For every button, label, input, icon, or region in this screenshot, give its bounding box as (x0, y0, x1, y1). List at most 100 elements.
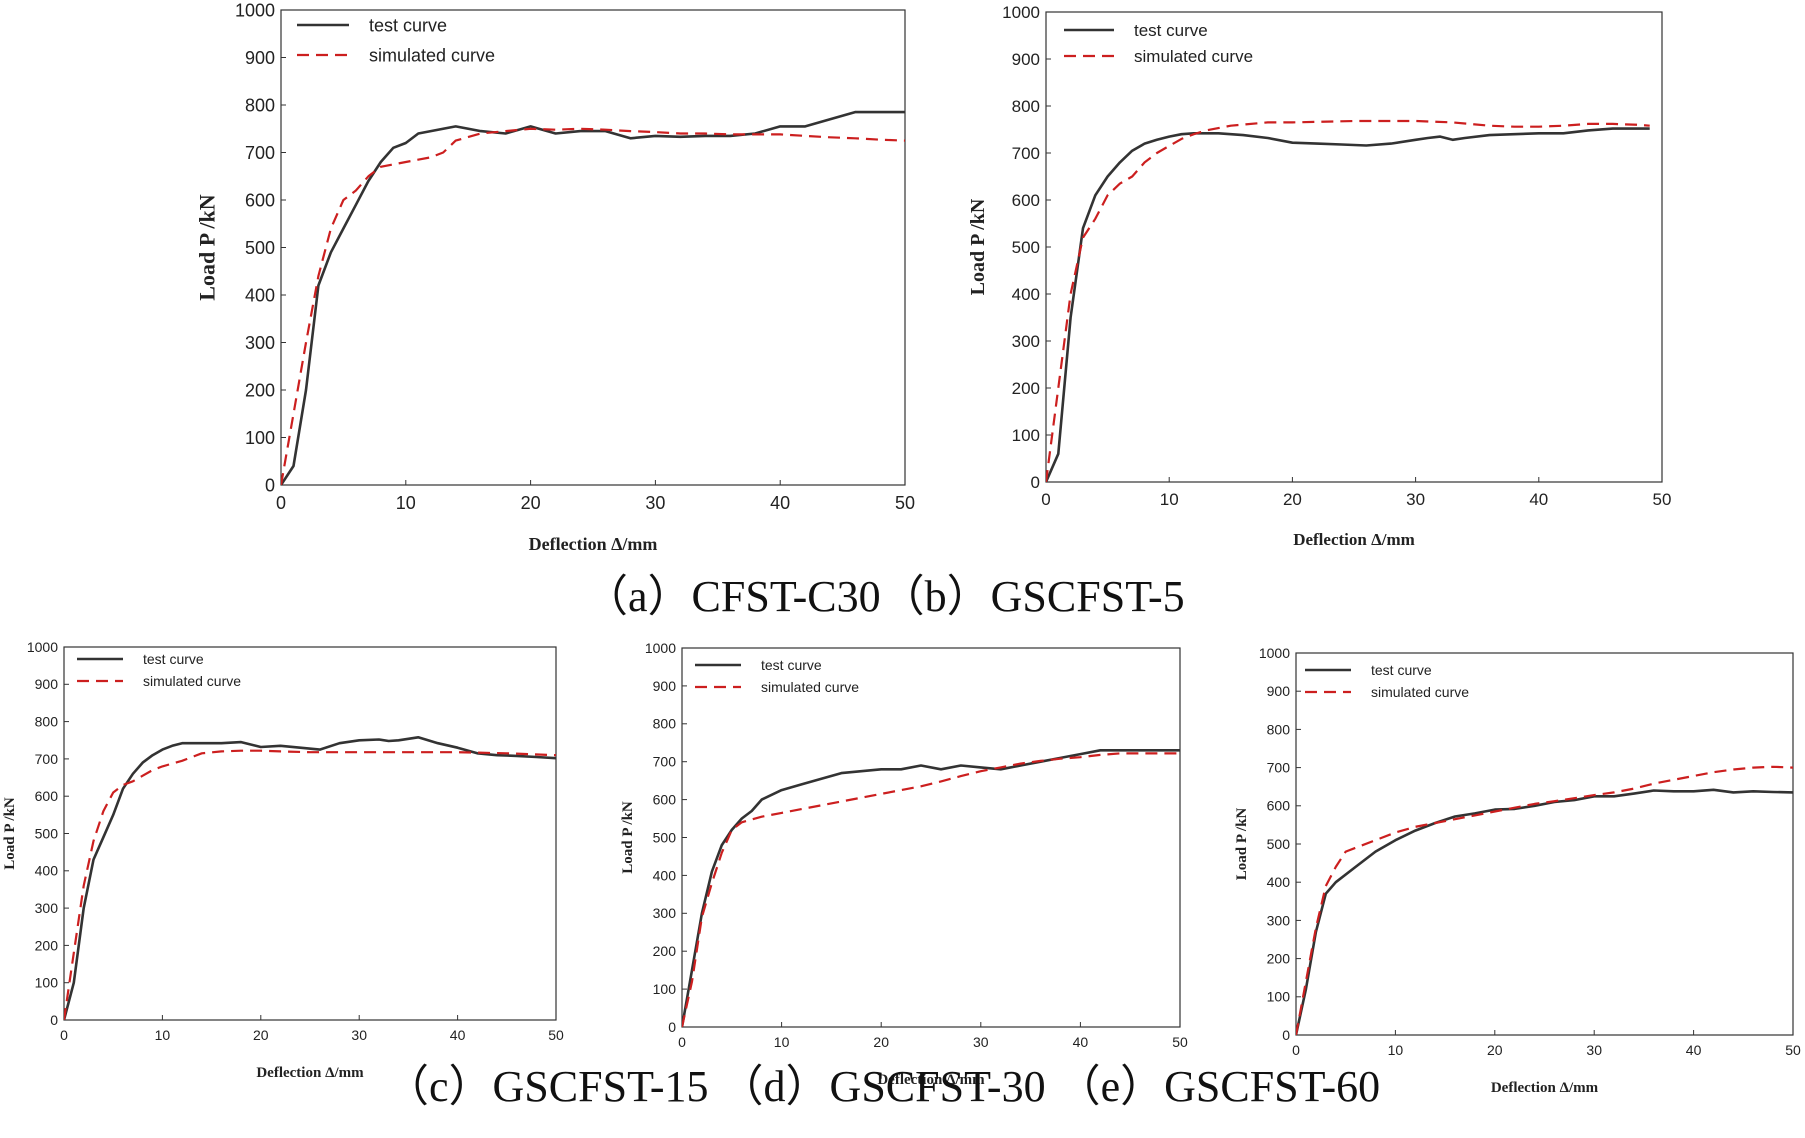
y-tick-label: 0 (668, 1019, 676, 1035)
y-tick-label: 300 (653, 905, 677, 921)
y-tick-label: 100 (653, 981, 677, 997)
y-tick-label: 1000 (645, 640, 676, 656)
y-tick-label: 0 (1031, 473, 1040, 492)
chart-a: 0 100 200 300 400 500 600 700 800 900 1000 0 10 20 30 4… (194, 0, 915, 554)
test-curve-line (682, 748, 1180, 1027)
x-tick-label: 50 (895, 493, 915, 513)
legend-label: test curve (761, 657, 822, 673)
chart-c: 0 100 200 300 400 500 600 700 800 900 1000 0 10 20 30 4… (2, 639, 564, 1081)
y-tick-label: 400 (1267, 874, 1291, 890)
legend-label: test curve (143, 651, 204, 667)
y-tick-label: 200 (1267, 951, 1291, 967)
test-curve-line (1296, 788, 1793, 1035)
x-tick-label: 10 (774, 1034, 790, 1050)
test-curve-line (1046, 127, 1650, 482)
y-tick-label: 200 (1012, 379, 1040, 398)
x-tick-label: 0 (678, 1034, 686, 1050)
y-tick-label: 800 (245, 95, 275, 115)
y-tick-label: 300 (1267, 912, 1291, 928)
caption-bottom: （c）GSCFST-15 （d）GSCFST-30 （e）GSCFST-60 (385, 1062, 1381, 1111)
x-axis-label: Deflection Δ/mm (529, 534, 658, 554)
y-tick-label: 500 (245, 238, 275, 258)
y-tick-label: 500 (35, 825, 59, 841)
x-tick-label: 10 (155, 1027, 171, 1043)
y-tick-label: 200 (653, 943, 677, 959)
legend-label: simulated curve (143, 673, 241, 689)
y-tick-label: 900 (1267, 683, 1291, 699)
y-tick-label: 1000 (1002, 3, 1040, 22)
y-tick-label: 200 (35, 937, 59, 953)
legend-label: simulated curve (761, 679, 859, 695)
legend-label: simulated curve (1371, 684, 1469, 700)
chart-d: 0 100 200 300 400 500 600 700 800 900 1000 0 10 20 30 4… (620, 640, 1188, 1088)
y-tick-label: 100 (35, 975, 59, 991)
x-tick-label: 30 (1406, 490, 1425, 509)
y-tick-label: 800 (35, 714, 59, 730)
test-curve-line (281, 110, 905, 485)
y-tick-label: 0 (265, 475, 275, 495)
x-axis-label: Deflection Δ/mm (877, 1072, 985, 1088)
legend-label: simulated curve (1134, 47, 1253, 66)
y-tick-label: 600 (653, 792, 677, 808)
y-tick-label: 400 (35, 863, 59, 879)
y-tick-label: 800 (1012, 97, 1040, 116)
y-axis-label: Load P /kN (2, 797, 18, 870)
y-tick-label: 300 (35, 900, 59, 916)
y-tick-label: 500 (653, 829, 677, 845)
y-axis-label: Load P /kN (194, 194, 219, 300)
x-tick-label: 40 (1073, 1034, 1089, 1050)
x-tick-label: 20 (253, 1027, 269, 1043)
y-tick-label: 0 (50, 1012, 58, 1028)
y-tick-label: 400 (245, 285, 275, 305)
chart-e: 0 100 200 300 400 500 600 700 800 900 1000 0 10 20 30 4… (1234, 645, 1801, 1096)
x-tick-label: 0 (1041, 490, 1050, 509)
x-tick-label: 50 (548, 1027, 564, 1043)
simulated-curve-line (682, 752, 1180, 1027)
x-tick-label: 10 (396, 493, 416, 513)
x-tick-label: 40 (1529, 490, 1548, 509)
test-curve-line (64, 735, 556, 1020)
y-tick-label: 100 (1012, 426, 1040, 445)
x-tick-label: 20 (873, 1034, 889, 1050)
y-tick-label: 600 (1267, 798, 1291, 814)
y-tick-label: 900 (245, 48, 275, 68)
caption-top: （a）CFST-C30（b）GSCFST-5 (584, 572, 1185, 621)
y-tick-label: 700 (1267, 760, 1291, 776)
x-axis-label: Deflection Δ/mm (256, 1065, 364, 1081)
x-tick-label: 0 (1292, 1042, 1300, 1058)
x-tick-label: 50 (1653, 490, 1672, 509)
x-tick-label: 30 (645, 493, 665, 513)
legend-label: test curve (1134, 21, 1208, 40)
simulated-curve-line (1046, 119, 1650, 482)
plot-frame (1045, 11, 1663, 483)
x-tick-label: 40 (770, 493, 790, 513)
y-axis-label: Load P /kN (1234, 808, 1250, 881)
x-tick-label: 30 (351, 1027, 367, 1043)
plot-frame (681, 647, 1181, 1028)
y-tick-label: 1000 (27, 639, 58, 655)
x-tick-label: 20 (1283, 490, 1302, 509)
y-tick-label: 700 (653, 754, 677, 770)
y-tick-label: 400 (1012, 285, 1040, 304)
y-tick-label: 1000 (1259, 645, 1290, 661)
x-tick-label: 0 (276, 493, 286, 513)
x-tick-label: 40 (1686, 1042, 1702, 1058)
x-tick-label: 50 (1785, 1042, 1801, 1058)
simulated-curve-line (281, 127, 905, 485)
plot-frame (280, 9, 906, 486)
y-tick-label: 500 (1012, 238, 1040, 257)
y-tick-label: 100 (245, 428, 275, 448)
y-tick-label: 500 (1267, 836, 1291, 852)
y-axis-label: Load P /kN (620, 801, 636, 874)
y-axis-label: Load P /kN (967, 198, 989, 295)
x-tick-label: 50 (1172, 1034, 1188, 1050)
y-tick-label: 900 (35, 676, 59, 692)
x-tick-label: 0 (60, 1027, 68, 1043)
y-tick-label: 300 (245, 333, 275, 353)
y-tick-label: 0 (1282, 1027, 1290, 1043)
y-tick-label: 700 (35, 751, 59, 767)
y-tick-label: 700 (245, 143, 275, 163)
x-axis-label: Deflection Δ/mm (1491, 1080, 1599, 1096)
y-tick-label: 600 (245, 190, 275, 210)
y-tick-label: 100 (1267, 989, 1291, 1005)
